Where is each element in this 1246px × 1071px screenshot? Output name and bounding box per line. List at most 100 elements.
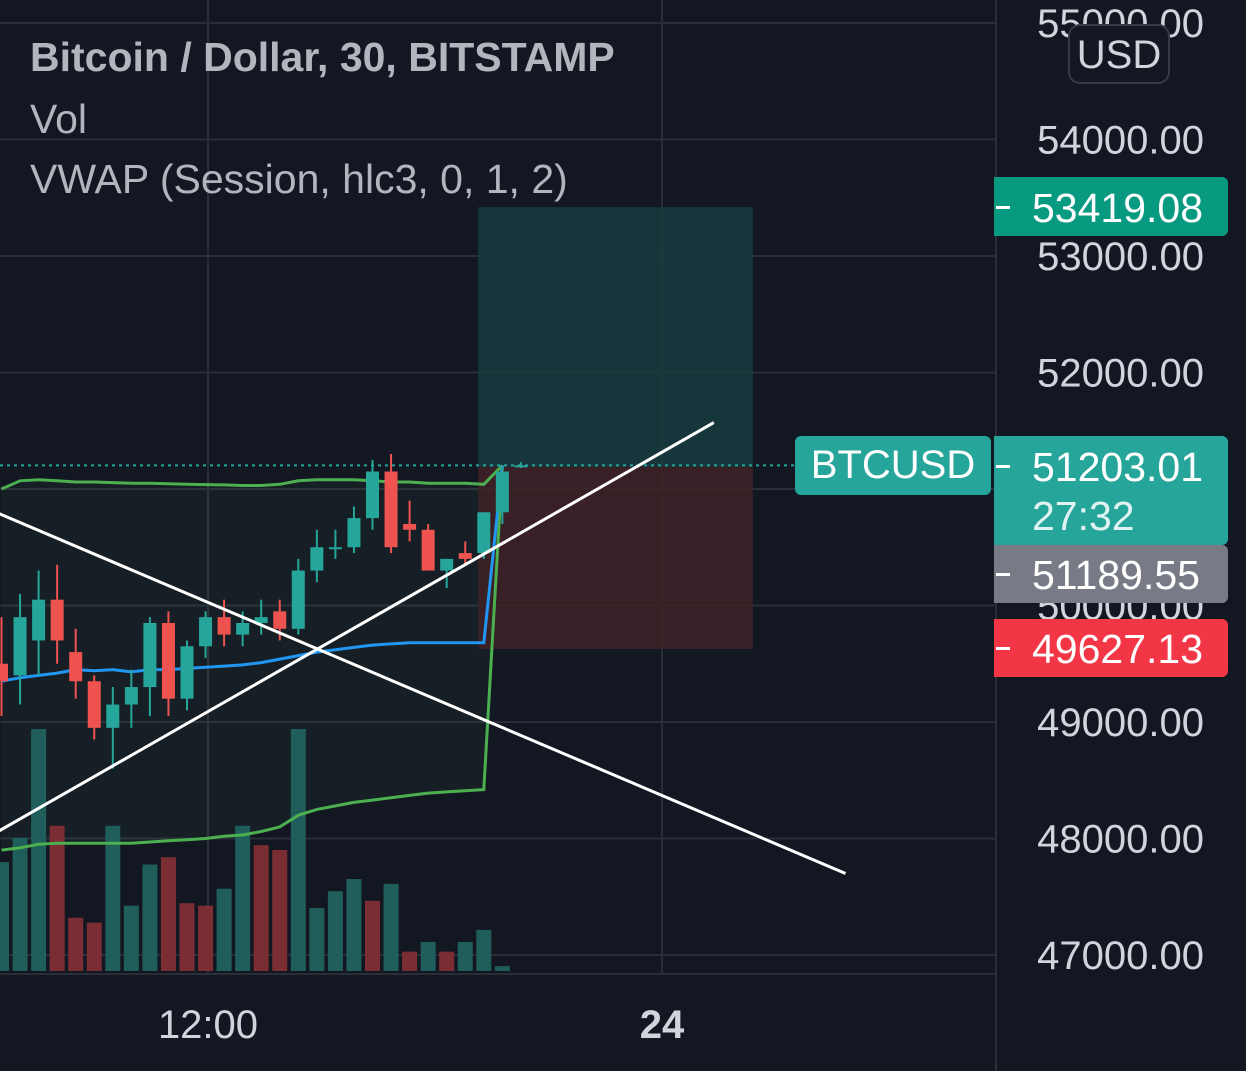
price-tick-label: 52000.00: [1037, 352, 1204, 396]
candle[interactable]: [0, 617, 8, 717]
volume-bar: [272, 850, 288, 971]
volume-indicator-label[interactable]: Vol: [30, 96, 87, 142]
candle[interactable]: [384, 454, 398, 554]
candles: [0, 454, 528, 769]
tick-mark: [996, 465, 1010, 468]
candle-body: [32, 599, 46, 641]
candle[interactable]: [328, 529, 342, 559]
tick-mark: [996, 573, 1010, 576]
candle[interactable]: [180, 640, 194, 711]
candle[interactable]: [477, 512, 491, 559]
trend-line[interactable]: [0, 421, 715, 833]
candle[interactable]: [421, 523, 435, 571]
volume-bar: [0, 862, 9, 971]
candle-body: [440, 558, 454, 571]
candle[interactable]: [50, 564, 64, 664]
volume-bars: [0, 729, 510, 971]
candle-body: [347, 518, 361, 548]
volume-bar: [420, 941, 436, 971]
volume-bar: [494, 966, 510, 971]
candle-body: [124, 687, 138, 705]
candle[interactable]: [32, 570, 46, 676]
candle-body: [50, 599, 64, 641]
candle[interactable]: [199, 611, 213, 658]
volume-bar: [476, 929, 492, 971]
candle-body: [328, 547, 342, 550]
candle-body: [180, 646, 194, 699]
candle[interactable]: [291, 558, 305, 635]
bar-countdown-timer: 27:32: [1032, 493, 1135, 539]
candle[interactable]: [347, 506, 361, 554]
volume-bar: [253, 845, 269, 971]
candle[interactable]: [403, 500, 417, 542]
volume-bar: [216, 888, 232, 971]
candle[interactable]: [124, 669, 138, 728]
price-tick-label: 47000.00: [1037, 934, 1204, 978]
candle-body: [495, 471, 509, 513]
candle-body: [0, 663, 8, 682]
candle[interactable]: [13, 593, 27, 705]
volume-bar: [142, 864, 158, 971]
vwap-indicator-label[interactable]: VWAP (Session, hlc3, 0, 1, 2): [30, 156, 568, 202]
take-profit-price-tag: 53419.08: [994, 177, 1228, 236]
volume-bar: [235, 825, 251, 971]
candle[interactable]: [69, 628, 83, 699]
candle[interactable]: [514, 462, 528, 469]
candle-body: [254, 617, 268, 623]
candle[interactable]: [254, 599, 268, 635]
candle-body: [477, 512, 491, 554]
candle-body: [384, 471, 398, 548]
volume-bar: [123, 905, 139, 971]
stop-loss-zone[interactable]: [478, 466, 753, 649]
candle[interactable]: [310, 529, 324, 583]
candle-body: [291, 570, 305, 629]
tick-mark: [996, 205, 1010, 209]
volume-bar: [327, 891, 343, 971]
candle[interactable]: [217, 599, 231, 647]
volume-bar: [402, 951, 418, 971]
take-profit-price-label: 53419.08: [1032, 185, 1204, 231]
symbol-label: BTCUSD: [795, 436, 991, 495]
volume-bar: [179, 903, 195, 971]
volume-bar: [439, 951, 455, 971]
stop-loss-price-label: 49627.13: [1032, 626, 1204, 672]
candle-body: [106, 704, 120, 728]
vwap-upper-band[interactable]: [0, 464, 504, 491]
candle[interactable]: [458, 541, 472, 565]
volume-bar: [309, 908, 325, 971]
volume-bar: [365, 900, 380, 971]
candle[interactable]: [143, 617, 157, 717]
candle-body: [273, 611, 287, 629]
time-axis: 12:00 24: [158, 1003, 685, 1047]
volume-bar: [457, 941, 473, 971]
volume-bar: [346, 879, 362, 971]
vwap-band-fill: [1, 465, 503, 851]
volume-bar: [105, 825, 121, 971]
candle[interactable]: [366, 459, 379, 530]
entry-price-label: 51189.55: [1032, 552, 1200, 598]
price-tick-label: 53000.00: [1037, 235, 1204, 279]
chart-title[interactable]: Bitcoin / Dollar, 30, BITSTAMP: [30, 34, 615, 80]
price-tick-label: 49000.00: [1037, 701, 1204, 745]
vwap-lower-band[interactable]: [1, 465, 504, 852]
price-tick-label: 54000.00: [1037, 119, 1204, 163]
trend-line[interactable]: [0, 512, 847, 875]
candle-body: [217, 617, 231, 635]
candle-body: [514, 465, 528, 468]
volume-bar: [290, 729, 306, 971]
candle[interactable]: [106, 687, 120, 769]
last-price-tag: 51203.01 27:32: [994, 436, 1228, 545]
volume-bar: [49, 825, 65, 971]
volume-bar: [198, 905, 214, 971]
take-profit-zone[interactable]: [478, 207, 753, 467]
candle-body: [403, 523, 417, 530]
vwap-line[interactable]: [1, 465, 504, 683]
candle[interactable]: [161, 611, 175, 717]
volume-bar: [86, 922, 102, 971]
candle-body: [236, 622, 250, 635]
last-price-label: 51203.01: [1032, 444, 1204, 490]
currency-button[interactable]: USD: [1068, 24, 1170, 84]
candle[interactable]: [495, 465, 509, 524]
candle[interactable]: [87, 675, 101, 740]
